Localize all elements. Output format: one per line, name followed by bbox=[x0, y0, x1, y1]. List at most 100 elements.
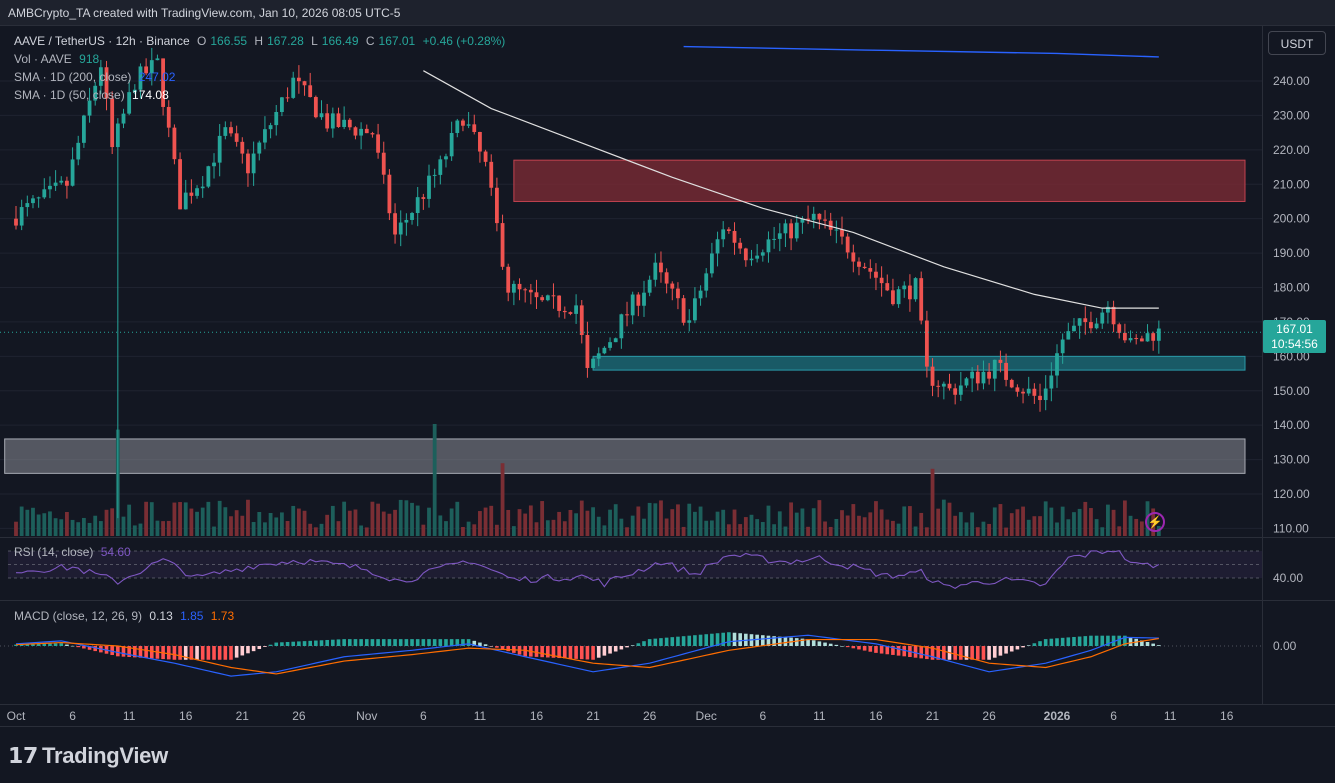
macd-histogram-bar bbox=[149, 646, 154, 659]
volume-bar bbox=[189, 508, 194, 536]
candle-body bbox=[681, 298, 686, 323]
volume-bar bbox=[579, 500, 584, 536]
macd-histogram-bar bbox=[664, 637, 669, 646]
candle-body bbox=[1151, 333, 1156, 341]
price-scale[interactable]: 240.00 230.00 220.00 210.00 200.00 190.00 180.… bbox=[1262, 26, 1335, 704]
macd-histogram-bar bbox=[992, 646, 997, 658]
volume-bar bbox=[902, 506, 907, 536]
price-tick-label: 130.00 bbox=[1273, 453, 1310, 467]
macd-histogram-bar bbox=[455, 639, 460, 646]
volume-bar bbox=[800, 508, 805, 536]
macd-histogram-bar bbox=[806, 639, 810, 646]
volume-bar bbox=[36, 514, 41, 536]
macd-histogram-bar bbox=[647, 639, 652, 646]
candle-body bbox=[1134, 338, 1139, 340]
sma50-line bbox=[423, 70, 1159, 309]
price-tick-label: 190.00 bbox=[1273, 246, 1310, 260]
candle-body bbox=[630, 294, 635, 316]
macd-histogram-bar bbox=[619, 646, 624, 650]
tradingview-logo[interactable]: 𝟭𝟳 TradingView bbox=[8, 742, 168, 770]
macd-histogram-bar bbox=[489, 646, 494, 647]
symbol-label[interactable]: AAVE / TetherUS · 12h · Binance bbox=[14, 34, 190, 48]
volume-bar bbox=[438, 515, 443, 536]
macd-histogram-bar bbox=[36, 643, 41, 646]
macd-histogram-bar bbox=[761, 635, 765, 646]
candle-body bbox=[732, 230, 737, 243]
macd-histogram-bar bbox=[268, 644, 273, 646]
time-tick-label: Nov bbox=[356, 709, 377, 723]
price-legend: AAVE / TetherUS · 12h · Binance O 166.55 … bbox=[14, 32, 509, 104]
volume-bar bbox=[1038, 516, 1042, 536]
time-tick-label: 21 bbox=[926, 709, 940, 723]
volume-bar bbox=[743, 517, 748, 536]
price-chart-svg[interactable] bbox=[0, 26, 1262, 537]
candle-body bbox=[217, 135, 222, 163]
candle-body bbox=[862, 266, 867, 269]
candle-body bbox=[1004, 362, 1008, 380]
candle-body bbox=[189, 192, 194, 196]
time-tick-label: 16 bbox=[530, 709, 544, 723]
volume-bar bbox=[1032, 516, 1037, 536]
candle-body bbox=[698, 290, 703, 299]
candle-body bbox=[608, 342, 612, 348]
macd-histogram-bar bbox=[14, 644, 18, 646]
candle-body bbox=[19, 207, 24, 226]
macd-histogram-bar bbox=[217, 646, 222, 660]
macd-chart-svg[interactable] bbox=[0, 601, 1262, 704]
volume-bar bbox=[183, 502, 188, 536]
candle-body bbox=[523, 289, 528, 291]
rsi-chart-svg[interactable] bbox=[0, 538, 1263, 600]
candle-body bbox=[1122, 332, 1127, 341]
volume-label[interactable]: Vol · AAVE bbox=[14, 52, 72, 66]
currency-button[interactable]: USDT bbox=[1268, 31, 1326, 55]
rsi-pane[interactable] bbox=[0, 538, 1263, 600]
pane-divider[interactable] bbox=[0, 600, 1335, 601]
time-tick-label: 6 bbox=[420, 709, 427, 723]
volume-bar bbox=[568, 509, 573, 536]
volume-bar bbox=[308, 523, 313, 536]
candle-body bbox=[619, 314, 624, 339]
price-pane[interactable] bbox=[0, 26, 1262, 537]
volume-bar bbox=[240, 515, 245, 536]
macd-histogram-bar bbox=[874, 646, 878, 653]
lightning-icon[interactable]: ⚡ bbox=[1145, 512, 1165, 532]
volume-bar bbox=[478, 511, 482, 536]
candle-body bbox=[670, 283, 675, 289]
candle-body bbox=[483, 151, 488, 162]
macd-histogram-bar bbox=[721, 632, 726, 646]
volume-bar bbox=[121, 516, 126, 536]
candle-body bbox=[381, 152, 386, 175]
macd-histogram-bar bbox=[1151, 643, 1155, 646]
macd-label[interactable]: MACD (close, 12, 26, 9) bbox=[14, 609, 143, 623]
macd-histogram-bar bbox=[314, 640, 318, 646]
volume-bar bbox=[1066, 519, 1071, 536]
rsi-label[interactable]: RSI (14, close) bbox=[14, 545, 94, 559]
price-tick-label: 150.00 bbox=[1273, 384, 1310, 398]
candle-body bbox=[115, 123, 120, 148]
candle-body bbox=[879, 277, 884, 284]
volume-bar bbox=[540, 501, 545, 536]
support-zone bbox=[592, 355, 1246, 371]
macd-histogram-bar bbox=[206, 646, 211, 660]
macd-histogram-bar bbox=[727, 632, 731, 646]
macd-histogram-bar bbox=[183, 646, 188, 660]
sma200-label[interactable]: SMA · 1D (200, close) bbox=[14, 70, 132, 84]
macd-histogram-bar bbox=[964, 646, 969, 660]
time-axis[interactable]: Oct 6 11 16 21 26 Nov 6 11 16 21 26 Dec 6 11 16 21 26 2026… bbox=[0, 704, 1335, 726]
volume-bar bbox=[947, 502, 952, 536]
macd-histogram-bar bbox=[415, 639, 420, 646]
volume-bar bbox=[319, 523, 324, 536]
volume-bar bbox=[449, 508, 454, 536]
candle-body bbox=[636, 294, 641, 306]
candle-body bbox=[70, 159, 75, 186]
volume-bar bbox=[489, 505, 494, 536]
pane-divider[interactable] bbox=[0, 537, 1335, 538]
macd-histogram-bar bbox=[738, 633, 742, 646]
macd-histogram-bar bbox=[693, 635, 697, 646]
candle-body bbox=[1083, 318, 1088, 323]
sma50-label[interactable]: SMA · 1D (50, close) bbox=[14, 88, 125, 102]
volume-bar bbox=[387, 513, 392, 536]
macd-histogram-bar bbox=[82, 646, 86, 649]
macd-pane[interactable] bbox=[0, 601, 1262, 704]
macd-histogram-bar bbox=[602, 646, 607, 656]
